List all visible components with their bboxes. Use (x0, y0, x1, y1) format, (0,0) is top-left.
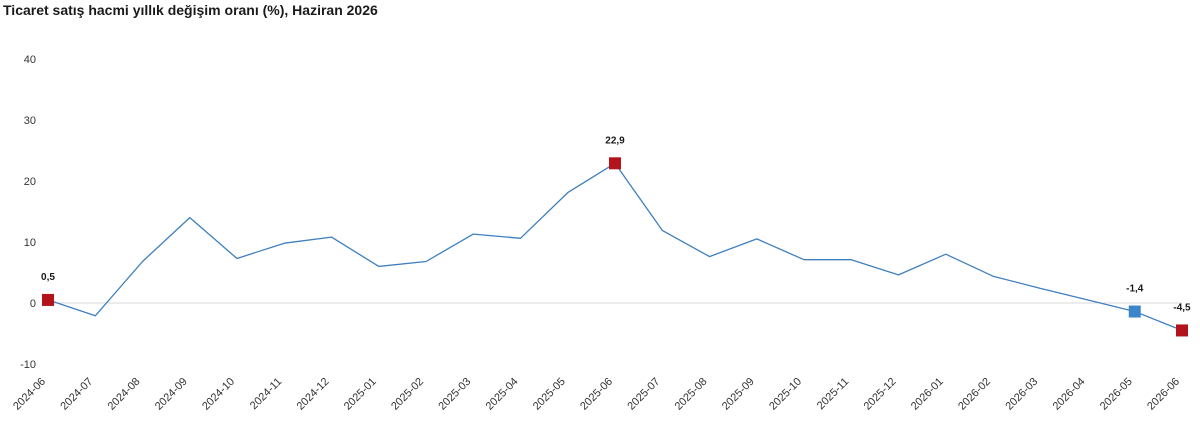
x-tick-label: 2026-05 (1098, 376, 1135, 413)
x-tick-label: 2024-10 (200, 376, 237, 413)
x-tick-label: 2024-07 (58, 376, 95, 413)
series-line-group (47, 162, 1183, 332)
highlight-marker (1176, 324, 1188, 337)
x-tick-label: 2025-05 (531, 376, 568, 413)
x-tick-label: 2024-12 (295, 376, 332, 413)
x-tick-label: 2026-01 (909, 376, 946, 413)
x-tick-label: 2025-07 (625, 376, 662, 413)
x-axis-ticks: 2024-06 2024-07 2024-08 2024-09 2024-10 2024-… (11, 376, 1182, 413)
x-tick-label: 2025-03 (436, 376, 473, 413)
y-tick-label: 10 (24, 237, 36, 249)
chart-title: Ticaret satış hacmi yıllık değişim oranı… (3, 2, 378, 18)
y-tick-label: 30 (24, 115, 36, 127)
y-axis-ticks: 40 30 20 10 0 -10 (20, 54, 36, 371)
x-tick-label: 2025-08 (673, 376, 710, 413)
x-tick-label: 2025-01 (342, 376, 379, 413)
data-label: 0,5 (41, 272, 55, 283)
x-tick-label: 2024-11 (248, 376, 284, 412)
x-tick-label: 2026-06 (1145, 376, 1182, 413)
x-tick-label: 2025-10 (767, 376, 804, 413)
data-labels-group: 0,5 22,9 -1,4 -4,5 (41, 135, 1191, 313)
x-tick-label: 2025-04 (484, 376, 521, 413)
y-tick-label: 40 (24, 54, 36, 66)
x-tick-label: 2025-06 (578, 376, 615, 413)
x-tick-label: 2026-04 (1051, 376, 1088, 413)
x-tick-label: 2025-02 (389, 376, 426, 413)
x-tick-label: 2025-11 (815, 376, 851, 412)
series-line (47, 162, 1183, 332)
x-tick-label: 2025-12 (862, 376, 899, 413)
data-label: -1,4 (1126, 284, 1144, 295)
x-tick-label: 2024-09 (153, 376, 190, 413)
x-tick-label: 2024-06 (11, 376, 48, 413)
y-tick-label: -10 (20, 359, 36, 371)
highlight-marker (42, 293, 54, 306)
x-tick-label: 2024-08 (106, 376, 143, 413)
x-tick-label: 2026-03 (1003, 376, 1040, 413)
current-value-marker (1128, 305, 1141, 318)
data-label: -4,5 (1173, 302, 1191, 313)
data-label: 22,9 (605, 135, 625, 146)
y-tick-label: 0 (30, 298, 36, 310)
markers-group (42, 157, 1188, 337)
x-tick-label: 2025-09 (720, 376, 757, 413)
highlight-marker (609, 157, 621, 170)
y-tick-label: 20 (24, 176, 36, 188)
x-tick-label: 2026-02 (956, 376, 993, 413)
